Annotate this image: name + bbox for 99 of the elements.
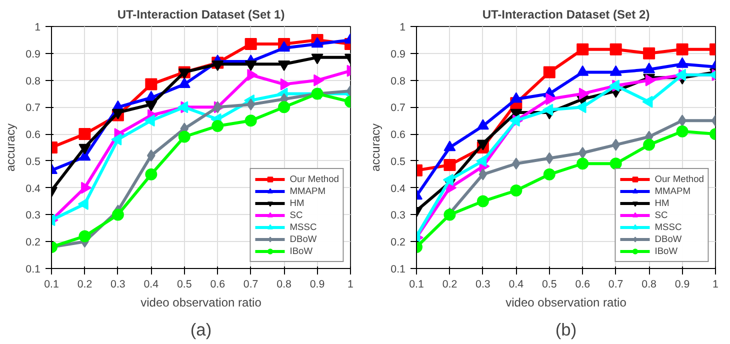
- x-tick-label: 1: [348, 278, 354, 290]
- point: [542, 104, 554, 116]
- legend-label: Our Method: [290, 173, 339, 185]
- point: [476, 140, 489, 150]
- point: [444, 158, 456, 171]
- point: [213, 101, 222, 114]
- x-tick-label: 0.2: [77, 278, 92, 290]
- y-tick-label: 0.3: [26, 210, 41, 222]
- x-tick-label: 0.7: [243, 278, 258, 290]
- point: [576, 158, 589, 170]
- y-tick-label: 0.1: [390, 264, 406, 276]
- legend-label: DBoW: [290, 233, 317, 245]
- x-tick-label: 0.9: [674, 278, 690, 290]
- point: [278, 101, 290, 114]
- y-tick-label: 0.6: [390, 129, 406, 142]
- legend-label: SC: [654, 209, 669, 221]
- x-tick-label: 0.1: [44, 278, 59, 290]
- x-axis-title: video observation ratio: [140, 296, 262, 310]
- x-tick-label: 0.7: [608, 278, 624, 290]
- y-tick-label: 1: [400, 22, 406, 34]
- legend-label: MSSC: [654, 221, 682, 233]
- y-tick-label: 0.3: [390, 210, 406, 222]
- x-tick-label: 0.5: [542, 278, 557, 290]
- point: [145, 78, 158, 90]
- text: (a): [190, 320, 212, 340]
- point: [543, 66, 556, 78]
- x-tick-label: 0.3: [476, 278, 490, 290]
- point: [244, 114, 257, 127]
- legend-label: DBoW: [654, 233, 682, 245]
- point: [476, 195, 489, 208]
- point: [545, 152, 554, 164]
- point: [78, 128, 91, 140]
- point: [278, 41, 290, 52]
- legend-label: MMAPM: [654, 185, 690, 197]
- point: [642, 96, 653, 108]
- point: [178, 101, 188, 114]
- point: [78, 230, 91, 242]
- x-tick-label: 0.5: [176, 278, 192, 290]
- x-tick-label: 0.8: [642, 278, 657, 290]
- x-tick-label: 0.6: [575, 278, 590, 290]
- legend-label: IBoW: [290, 245, 313, 257]
- point: [178, 130, 190, 143]
- x-tick-label: 0.9: [310, 278, 325, 290]
- x-axis-title: video observation ratio: [506, 296, 627, 310]
- y-tick-label: 0.5: [390, 156, 406, 168]
- legend-label: Our Method: [654, 173, 704, 185]
- legend-label: IBoW: [654, 245, 678, 257]
- point: [112, 208, 124, 221]
- point: [543, 168, 556, 180]
- legend-label: MMAPM: [290, 185, 326, 197]
- y-tick-label: 0.7: [390, 102, 406, 114]
- y-axis-title: accuracy: [4, 123, 18, 172]
- point: [510, 184, 522, 197]
- y-tick-label: 0.8: [390, 75, 406, 88]
- point: [578, 88, 590, 100]
- point: [608, 80, 620, 92]
- y-tick-label: 0.4: [26, 182, 41, 195]
- chart-title: UT-Interaction Dataset (Set 1): [117, 8, 285, 22]
- point: [212, 120, 224, 132]
- x-tick-label: 0.4: [508, 278, 524, 290]
- y-tick-label: 0.7: [26, 102, 41, 114]
- y-tick-label: 1: [34, 22, 41, 34]
- legend-label: HM: [290, 197, 306, 209]
- y-tick-label: 0.9: [390, 48, 406, 60]
- point: [244, 38, 257, 50]
- point: [610, 158, 622, 170]
- x-tick-label: 0.6: [210, 278, 226, 290]
- y-tick-label: 0.9: [26, 48, 41, 60]
- point: [676, 43, 688, 56]
- chart-title: UT-Interaction Dataset (Set 2): [482, 8, 650, 22]
- point: [478, 168, 488, 180]
- x-tick-label: 0.4: [144, 278, 159, 290]
- y-tick-label: 0.8: [26, 75, 41, 88]
- point: [145, 168, 158, 180]
- y-tick-label: 0.5: [26, 156, 41, 168]
- legend-label: MSSC: [290, 221, 317, 233]
- y-tick-label: 0.1: [26, 264, 41, 276]
- y-tick-label: 0.2: [390, 236, 406, 249]
- point: [643, 47, 656, 60]
- y-tick-label: 0.2: [26, 236, 41, 249]
- point: [178, 77, 190, 88]
- point: [643, 138, 656, 151]
- x-tick-label: 0.2: [442, 278, 458, 290]
- y-axis-title: accuracy: [368, 123, 383, 172]
- point: [576, 43, 589, 56]
- point: [81, 182, 92, 194]
- point: [578, 146, 587, 159]
- x-tick-label: 1: [712, 278, 719, 290]
- text: (b): [555, 320, 577, 340]
- x-tick-label: 0.3: [110, 278, 126, 290]
- point: [311, 37, 324, 48]
- legend-label: SC: [290, 209, 304, 221]
- point: [676, 125, 688, 138]
- x-tick-label: 0.8: [276, 278, 292, 290]
- point: [610, 43, 622, 56]
- legend-label: HM: [654, 197, 670, 209]
- x-tick-label: 0.1: [409, 278, 424, 290]
- y-tick-label: 0.6: [26, 129, 41, 142]
- y-tick-label: 0.4: [390, 182, 406, 195]
